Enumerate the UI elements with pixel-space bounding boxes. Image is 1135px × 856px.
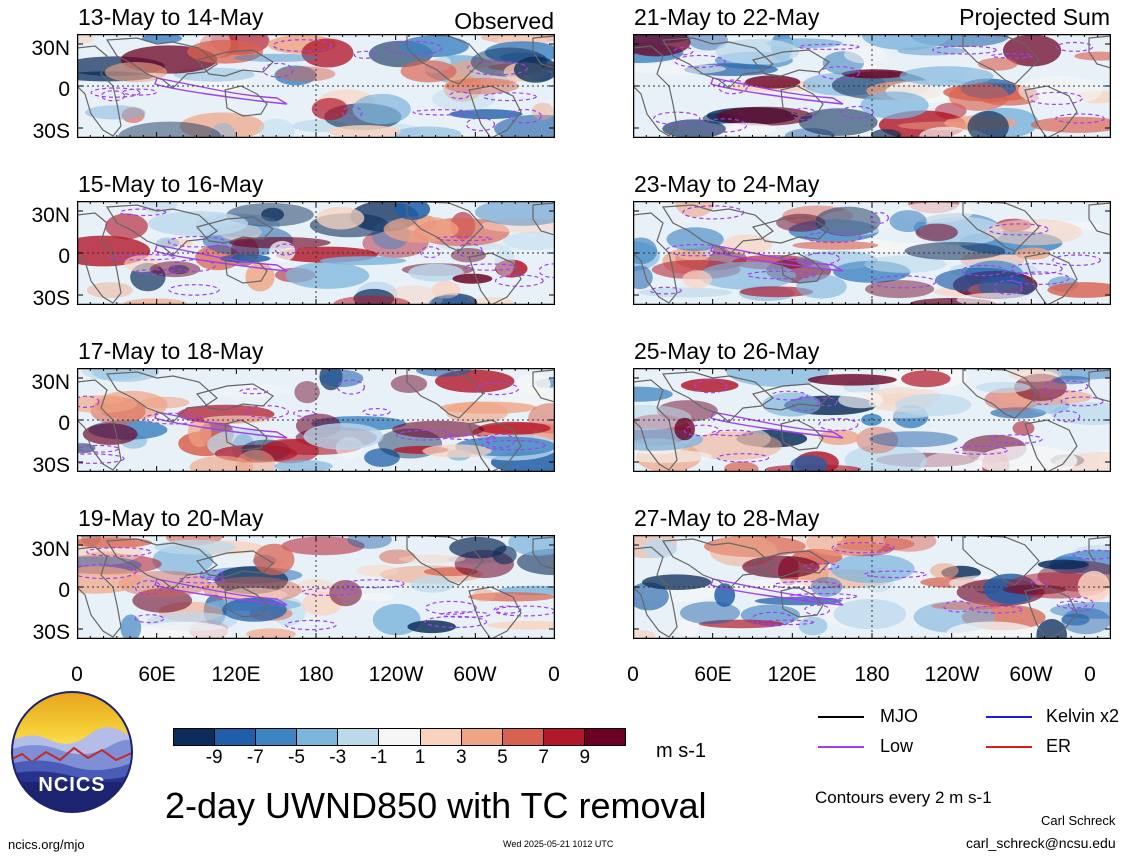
legend-mjo-line — [818, 716, 864, 718]
projected-sum-label: Projected Sum — [959, 4, 1110, 30]
map-panel-2 — [633, 34, 1111, 138]
map-field — [77, 201, 555, 305]
colorbar-tick-label: 3 — [455, 747, 467, 768]
colorbar-ticks: -9 -7 -5 -3 -1 1 3 5 7 9 — [173, 748, 626, 772]
map-panel-6 — [633, 368, 1111, 472]
colorbar-tick-label: -3 — [329, 747, 347, 768]
map-panel-3 — [77, 201, 555, 305]
lat-label-eq: 0 — [58, 412, 70, 435]
legend-er-line — [986, 746, 1032, 748]
map-field — [633, 368, 1111, 472]
map-panel-7 — [77, 535, 555, 639]
panel-title-7: 19-May to 20-May — [78, 505, 264, 531]
colorbar-swatch — [420, 729, 462, 745]
map-field — [77, 34, 555, 138]
colorbar-swatch — [543, 729, 585, 745]
lat-label-eq: 0 — [58, 245, 70, 268]
panel-title-2: 21-May to 22-May — [634, 4, 820, 30]
lat-label-30s: 30S — [32, 621, 70, 644]
map-panel-5 — [77, 368, 555, 472]
panel-title-1: 13-May to 14-May — [78, 4, 264, 30]
colorbar-tick-label: -9 — [205, 747, 223, 768]
colorbar-swatch — [461, 729, 503, 745]
legend-er-label: ER — [1046, 736, 1072, 756]
panel-title-4: 23-May to 24-May — [634, 171, 820, 197]
figure-title: 2-day UWND850 with TC removal — [165, 785, 707, 826]
map-field — [633, 535, 1111, 639]
map-field — [633, 201, 1111, 305]
lat-label-30s: 30S — [32, 287, 70, 310]
timestamp: Wed 2025-05-21 1012 UTC — [503, 839, 614, 849]
map-field — [633, 34, 1111, 138]
observed-label: Observed — [454, 8, 554, 34]
lon-label: 0 — [548, 663, 560, 686]
panel-title-6: 25-May to 26-May — [634, 338, 820, 364]
colorbar-swatch — [215, 729, 257, 745]
author-name: Carl Schreck — [1041, 813, 1116, 828]
colorbar-tick-label: 7 — [538, 747, 549, 768]
lon-label: 60W — [453, 663, 497, 686]
colorbar-swatch — [502, 729, 544, 745]
lon-label: 60E — [694, 663, 732, 686]
lon-label: 120E — [211, 663, 261, 686]
colorbar-tick-label: 1 — [414, 747, 426, 768]
lon-label: 120W — [924, 663, 980, 686]
colorbar-swatch — [584, 729, 626, 745]
lat-label-30n: 30N — [31, 371, 70, 394]
lon-label: 0 — [1084, 663, 1096, 686]
lat-label-eq: 0 — [58, 579, 70, 602]
map-field — [77, 535, 555, 639]
colorbar-tick-label: -1 — [370, 747, 388, 768]
legend-kelvin-line — [986, 716, 1032, 718]
colorbar-unit: m s-1 — [656, 740, 706, 762]
legend-low-label: Low — [880, 736, 914, 756]
legend-low-line — [818, 746, 864, 748]
ncics-logo: NCICS — [10, 690, 134, 814]
lat-label-30s: 30S — [32, 120, 70, 143]
panel-title-3: 15-May to 16-May — [78, 171, 264, 197]
lat-label-30n: 30N — [31, 538, 70, 561]
colorbar-swatch — [297, 729, 339, 745]
contour-note: Contours every 2 m s-1 — [815, 788, 992, 807]
map-field — [77, 368, 555, 472]
lat-label-30n: 30N — [31, 37, 70, 60]
map-panel-4 — [633, 201, 1111, 305]
map-panel-1 — [77, 34, 555, 138]
colorbar-swatch — [256, 729, 298, 745]
colorbar-tick-label: -7 — [246, 747, 264, 768]
legend-mjo-label: MJO — [880, 706, 918, 726]
lat-label-eq: 0 — [58, 78, 70, 101]
colorbar-swatch — [338, 729, 380, 745]
lon-label: 60W — [1009, 663, 1053, 686]
colorbar-tick-label: 5 — [497, 747, 508, 768]
lon-label: 180 — [298, 663, 334, 686]
lon-label: 60E — [138, 663, 176, 686]
lon-label: 120E — [767, 663, 817, 686]
map-panel-8 — [633, 535, 1111, 639]
panel-title-5: 17-May to 18-May — [78, 338, 264, 364]
lat-label-30n: 30N — [31, 204, 70, 227]
colorbar-tick-label: -5 — [288, 747, 305, 768]
lon-label: 0 — [71, 663, 83, 686]
panel-title-8: 27-May to 28-May — [634, 505, 820, 531]
lat-label-30s: 30S — [32, 454, 70, 477]
author-email: carl_schreck@ncsu.edu — [966, 835, 1116, 851]
colorbar-tick-label: 9 — [579, 747, 591, 768]
logo-text: NCICS — [38, 774, 106, 796]
lon-label: 120W — [368, 663, 424, 686]
lon-label: 0 — [627, 663, 639, 686]
colorbar — [173, 728, 626, 746]
colorbar-swatch — [379, 729, 421, 745]
colorbar-swatch — [174, 729, 216, 745]
lon-label: 180 — [854, 663, 890, 686]
legend-kelvin-label: Kelvin x2 — [1046, 706, 1120, 726]
website-link[interactable]: ncics.org/mjo — [8, 837, 85, 852]
